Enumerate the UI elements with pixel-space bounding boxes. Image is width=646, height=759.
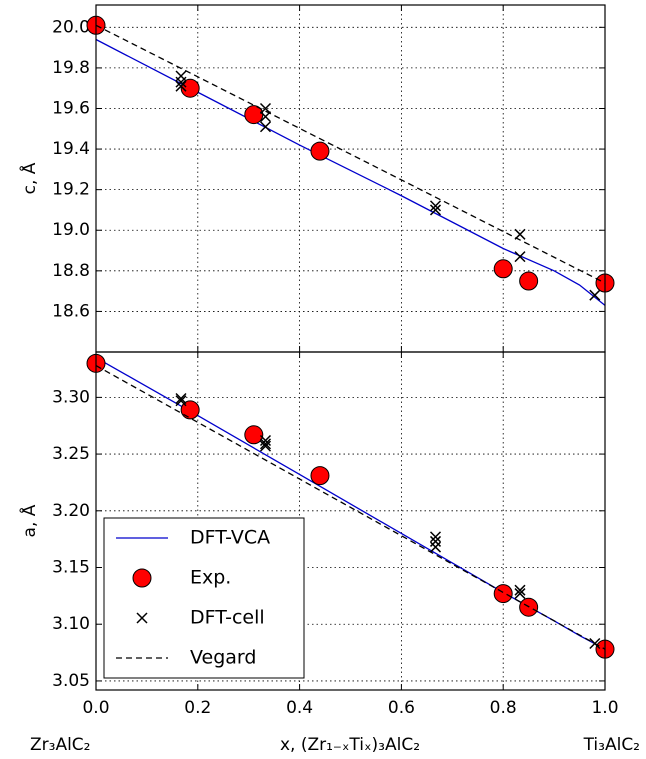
marker bbox=[429, 204, 442, 216]
plot-frame bbox=[95, 4, 606, 353]
y-tick-label: 19.8 bbox=[52, 58, 90, 78]
marker bbox=[175, 80, 187, 92]
marker bbox=[589, 289, 601, 301]
series-line bbox=[95, 357, 606, 650]
x-tick-label: 0.0 bbox=[82, 698, 109, 718]
marker bbox=[259, 438, 272, 450]
marker bbox=[259, 440, 272, 452]
y-axis-label: a, Å bbox=[18, 504, 40, 537]
legend-label: Exp. bbox=[190, 567, 231, 589]
y-tick-label: 3.05 bbox=[52, 671, 90, 691]
series-line bbox=[95, 365, 606, 650]
marker bbox=[244, 425, 264, 445]
y-tick-label: 3.10 bbox=[52, 614, 90, 634]
legend-label: DFT-cell bbox=[190, 607, 265, 629]
x-tick-label: 0.4 bbox=[286, 698, 313, 718]
y-tick-label: 3.20 bbox=[52, 501, 90, 521]
annotation: Ti₃AlC₂ bbox=[583, 735, 640, 755]
y-tick-label: 18.6 bbox=[52, 301, 90, 321]
legend-box bbox=[103, 517, 305, 679]
legend-marker bbox=[136, 612, 148, 624]
y-tick-label: 19.6 bbox=[52, 98, 90, 118]
y-axis-label: c, Å bbox=[18, 162, 40, 194]
marker bbox=[514, 588, 526, 600]
marker bbox=[493, 259, 513, 279]
x-tick-label: 0.2 bbox=[184, 698, 211, 718]
y-tick-label: 19.0 bbox=[52, 220, 90, 240]
series-line bbox=[95, 38, 606, 306]
y-tick-label: 3.30 bbox=[52, 387, 90, 407]
legend-label: Vegard bbox=[190, 647, 256, 669]
x-axis-label: x, (Zr₁₋ₓTiₓ)₃AlC₂ bbox=[280, 735, 420, 755]
y-tick-label: 18.8 bbox=[52, 261, 90, 281]
marker bbox=[175, 395, 187, 407]
x-tick-label: 0.6 bbox=[388, 698, 415, 718]
marker bbox=[310, 141, 330, 161]
marker bbox=[519, 271, 539, 291]
y-tick-label: 20.0 bbox=[52, 17, 90, 37]
marker bbox=[175, 76, 187, 88]
x-tick-label: 1.0 bbox=[591, 698, 618, 718]
series-line bbox=[95, 24, 606, 284]
marker bbox=[514, 251, 526, 263]
marker bbox=[493, 584, 513, 604]
legend-label: DFT-VCA bbox=[190, 527, 270, 549]
marker bbox=[259, 121, 272, 133]
marker bbox=[429, 200, 442, 212]
annotation: Zr₃AlC₂ bbox=[30, 735, 91, 755]
y-tick-label: 19.2 bbox=[52, 180, 90, 200]
legend-marker bbox=[132, 568, 152, 588]
marker bbox=[175, 392, 187, 405]
marker bbox=[259, 102, 272, 115]
marker bbox=[429, 541, 442, 553]
y-tick-label: 3.25 bbox=[52, 444, 90, 464]
y-tick-label: 3.15 bbox=[52, 558, 90, 578]
marker bbox=[180, 78, 200, 98]
marker bbox=[514, 584, 526, 596]
y-tick-label: 19.4 bbox=[52, 139, 90, 159]
marker bbox=[310, 466, 330, 486]
plot-frame bbox=[95, 351, 606, 691]
marker bbox=[429, 531, 442, 543]
x-tick-label: 0.8 bbox=[490, 698, 517, 718]
